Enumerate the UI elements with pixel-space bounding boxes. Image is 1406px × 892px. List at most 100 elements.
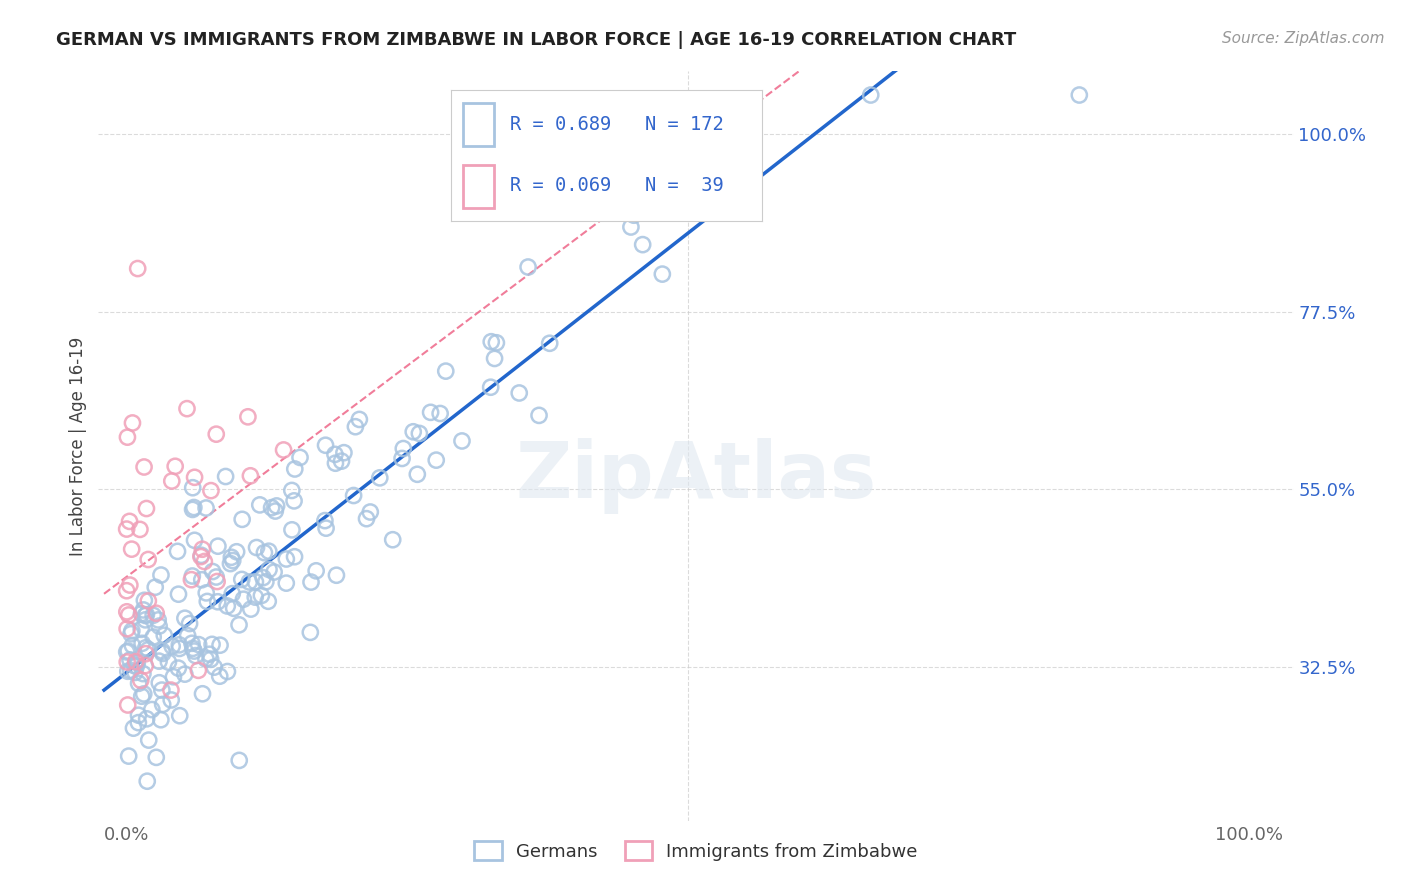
Point — [392, 442, 415, 456]
Point — [202, 660, 225, 674]
Point — [305, 564, 328, 578]
Point — [121, 639, 143, 653]
Point — [314, 514, 336, 528]
Point — [183, 644, 205, 658]
Point — [1069, 88, 1091, 103]
Point — [127, 261, 149, 276]
Point — [402, 425, 425, 439]
Point — [160, 639, 183, 653]
Point — [124, 655, 146, 669]
Point — [538, 336, 561, 351]
Point — [264, 504, 287, 518]
Point — [118, 607, 141, 622]
Point — [273, 442, 295, 457]
Point — [184, 648, 207, 663]
Point — [160, 474, 183, 488]
Point — [315, 438, 337, 452]
Point — [153, 628, 176, 642]
Point — [208, 669, 231, 683]
Point — [205, 574, 228, 589]
Point — [131, 607, 153, 621]
Point — [231, 512, 253, 526]
Point — [508, 386, 530, 401]
Point — [325, 568, 347, 582]
Point — [148, 675, 170, 690]
Point — [181, 641, 204, 656]
Point — [128, 676, 150, 690]
Point — [195, 501, 218, 516]
Point — [118, 515, 141, 529]
Point — [174, 611, 197, 625]
Point — [183, 533, 205, 548]
Point — [138, 733, 160, 747]
Point — [527, 409, 550, 423]
Point — [191, 573, 214, 587]
Point — [228, 753, 250, 767]
Point — [257, 562, 280, 576]
Point — [419, 405, 441, 419]
Point — [121, 416, 143, 430]
Point — [131, 636, 153, 650]
Point — [283, 494, 305, 508]
Point — [479, 334, 502, 349]
Point — [124, 665, 146, 680]
Point — [148, 613, 170, 627]
Point — [252, 571, 274, 585]
Point — [187, 664, 209, 678]
Point — [260, 500, 283, 515]
Point — [183, 470, 205, 484]
Point — [434, 364, 457, 378]
Point — [134, 658, 156, 673]
Point — [205, 427, 228, 442]
Point — [122, 721, 145, 735]
Point — [142, 608, 165, 623]
Point — [118, 653, 141, 667]
Point — [200, 652, 222, 666]
Point — [191, 542, 214, 557]
Point — [176, 401, 198, 416]
Point — [429, 407, 451, 421]
Point — [166, 544, 188, 558]
Point — [222, 601, 245, 615]
Point — [425, 453, 447, 467]
Point — [485, 335, 508, 350]
Point — [342, 489, 364, 503]
Point — [129, 623, 152, 637]
Point — [152, 698, 174, 712]
Point — [239, 468, 262, 483]
Point — [127, 708, 149, 723]
Point — [406, 467, 429, 482]
Point — [859, 88, 882, 103]
Point — [135, 712, 157, 726]
Point — [254, 574, 277, 589]
Point — [165, 459, 187, 474]
Point — [626, 197, 648, 211]
Point — [115, 583, 138, 598]
Point — [238, 574, 260, 589]
Point — [249, 498, 271, 512]
Text: GERMAN VS IMMIGRANTS FROM ZIMBABWE IN LABOR FORCE | AGE 16-19 CORRELATION CHART: GERMAN VS IMMIGRANTS FROM ZIMBABWE IN LA… — [56, 31, 1017, 49]
Point — [631, 237, 654, 252]
Point — [149, 568, 172, 582]
Point — [132, 666, 155, 681]
Point — [620, 219, 643, 234]
Point — [176, 629, 198, 643]
Point — [173, 667, 195, 681]
Point — [299, 575, 322, 590]
Point — [299, 625, 322, 640]
Point — [179, 616, 201, 631]
Point — [207, 539, 229, 553]
Point — [651, 267, 673, 281]
Point — [148, 654, 170, 668]
Point — [623, 208, 645, 222]
Point — [219, 557, 242, 571]
Point — [143, 580, 166, 594]
Point — [183, 500, 205, 515]
Point — [127, 656, 149, 670]
Point — [281, 483, 304, 498]
Point — [231, 573, 253, 587]
Point — [479, 380, 502, 394]
Point — [257, 594, 280, 608]
Point — [115, 522, 138, 536]
Point — [325, 456, 347, 470]
